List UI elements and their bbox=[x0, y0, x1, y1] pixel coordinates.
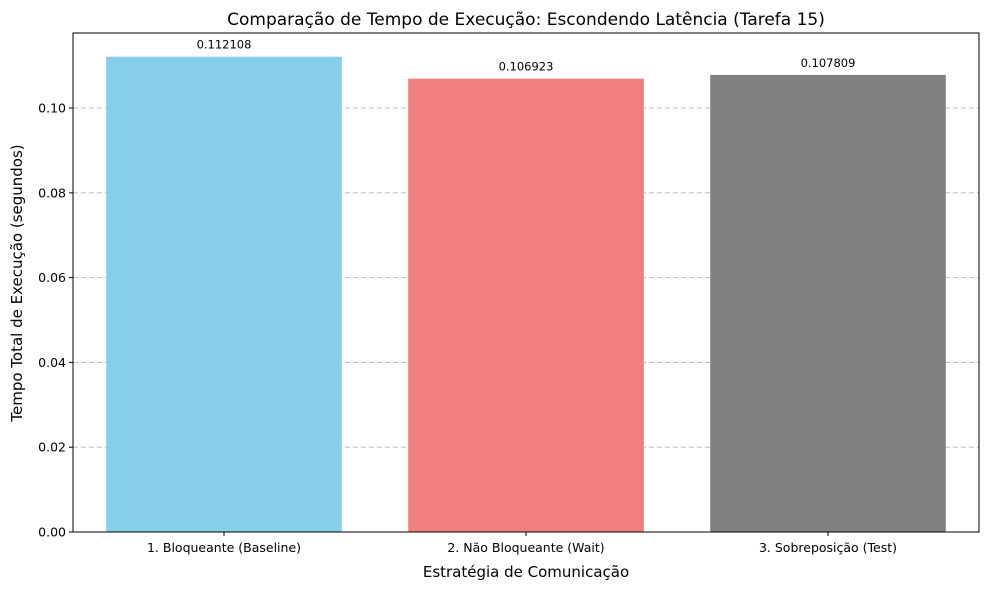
bar bbox=[710, 74, 946, 532]
bars bbox=[106, 56, 946, 533]
y-tick-label: 0.04 bbox=[38, 355, 66, 370]
x-axis-label: Estratégia de Comunicação bbox=[423, 563, 629, 581]
bar-value-label: 0.112108 bbox=[197, 38, 252, 52]
bar bbox=[408, 78, 644, 532]
y-tick-label: 0.02 bbox=[38, 440, 66, 455]
x-axis-ticks: 1. Bloqueante (Baseline) 2. Não Bloqueant… bbox=[147, 532, 897, 555]
chart-title: Comparação de Tempo de Execução: Esconde… bbox=[227, 10, 825, 30]
bar bbox=[106, 56, 342, 533]
y-tick-label: 0.08 bbox=[38, 185, 66, 200]
y-axis-ticks: 0.00 0.02 0.04 0.06 0.08 0.10 bbox=[38, 101, 73, 540]
x-tick-label: 1. Bloqueante (Baseline) bbox=[147, 540, 301, 555]
bar-value-label: 0.107809 bbox=[801, 56, 856, 70]
y-tick-label: 0.00 bbox=[38, 525, 66, 540]
y-tick-label: 0.06 bbox=[38, 270, 66, 285]
bar-value-label: 0.106923 bbox=[499, 60, 554, 74]
x-tick-label: 3. Sobreposição (Test) bbox=[759, 540, 897, 555]
y-axis-label: Tempo Total de Execução (segundos) bbox=[8, 144, 26, 422]
y-tick-label: 0.10 bbox=[38, 101, 66, 116]
value-labels: 0.112108 0.106923 0.107809 bbox=[197, 38, 856, 74]
x-tick-label: 2. Não Bloqueante (Wait) bbox=[447, 540, 604, 555]
